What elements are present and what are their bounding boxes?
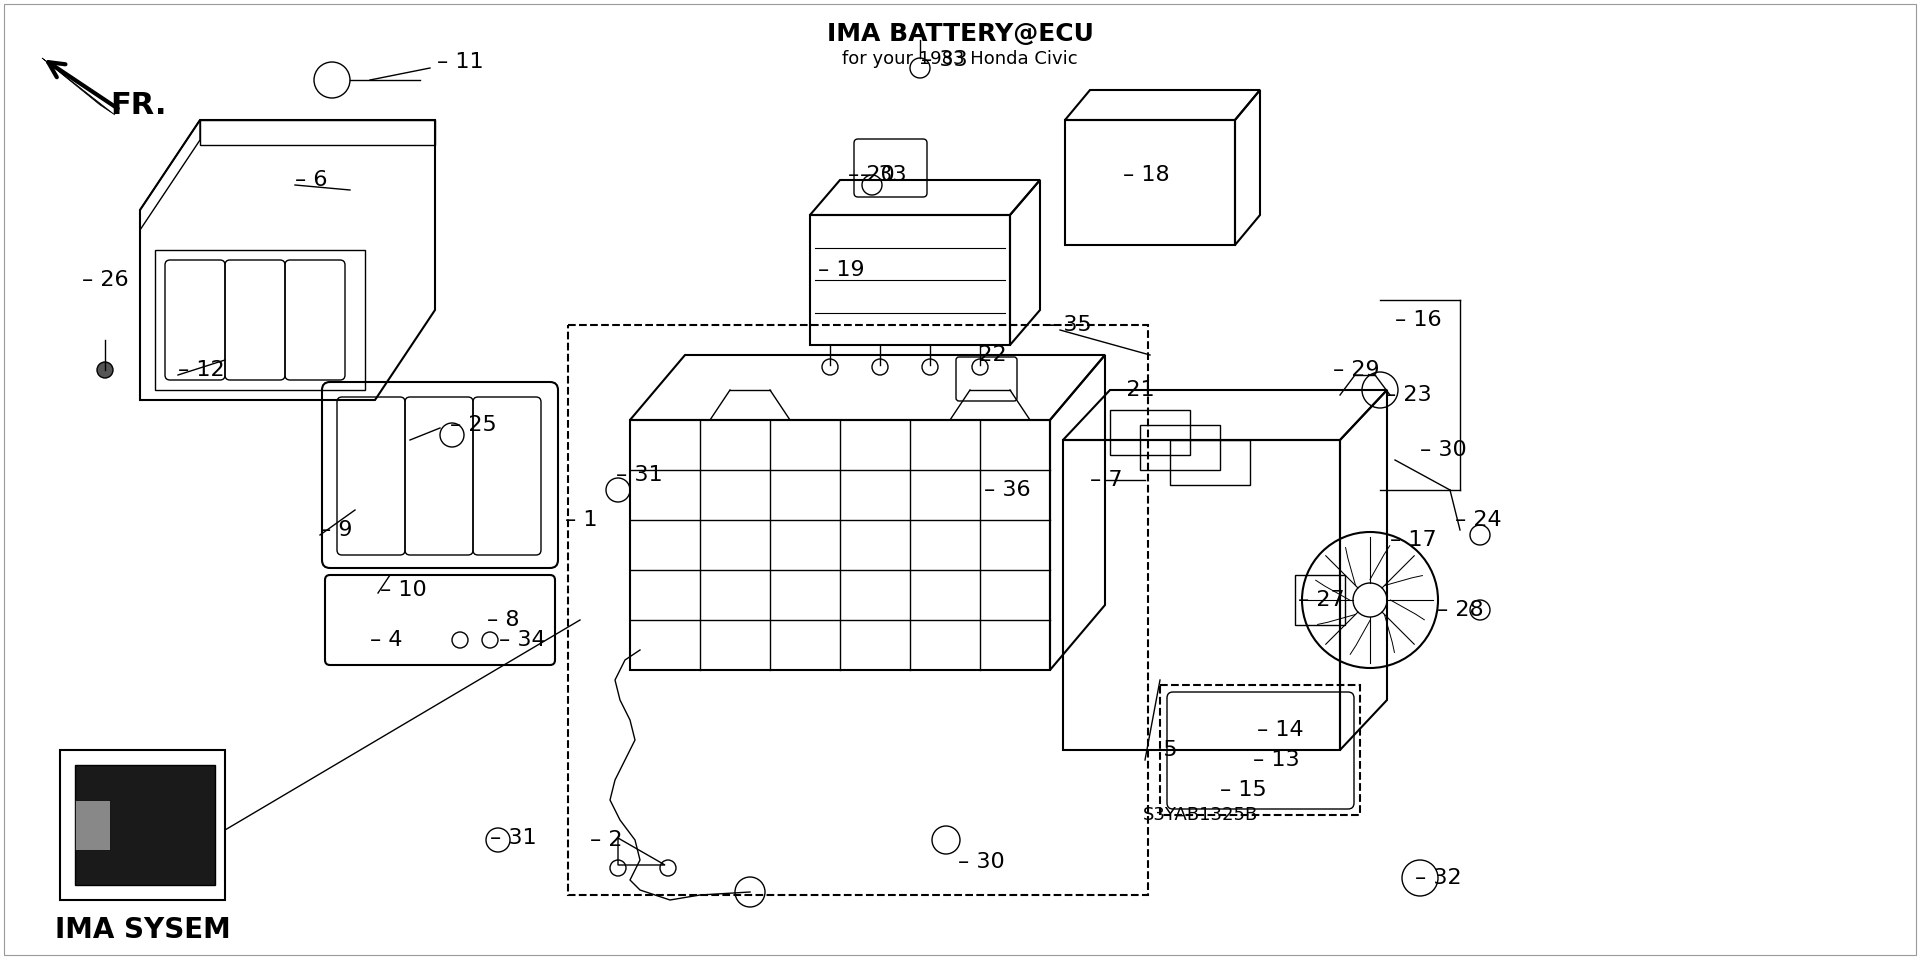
Text: – 1: – 1	[564, 510, 597, 530]
Text: – 14: – 14	[1258, 720, 1304, 740]
Text: – 5: – 5	[1144, 740, 1177, 760]
Text: – 11: – 11	[438, 52, 484, 72]
Text: – 33: – 33	[860, 165, 906, 185]
Text: – 27: – 27	[1298, 590, 1344, 610]
Text: – 20: – 20	[849, 165, 895, 185]
Text: – 23: – 23	[1384, 385, 1432, 405]
Text: – 24: – 24	[1455, 510, 1501, 530]
Text: – 10: – 10	[380, 580, 426, 600]
Text: – 28: – 28	[1436, 600, 1484, 620]
Bar	[75, 800, 109, 850]
Text: – 25: – 25	[449, 415, 497, 435]
Text: – 15: – 15	[1219, 780, 1267, 800]
Text: – 30: – 30	[958, 852, 1004, 872]
Text: – 8: – 8	[488, 610, 520, 630]
Text: – 9: – 9	[321, 520, 353, 540]
Bar	[1110, 410, 1190, 455]
Text: – 19: – 19	[818, 260, 864, 280]
Text: – 22: – 22	[960, 345, 1006, 365]
Text: IMA SYSEM: IMA SYSEM	[56, 916, 230, 944]
Text: – 16: – 16	[1396, 310, 1442, 330]
Text: – 32: – 32	[1415, 868, 1461, 888]
Bar	[60, 750, 225, 900]
Text: – 29: – 29	[1332, 360, 1380, 380]
Text: S3YAB1325B: S3YAB1325B	[1142, 806, 1258, 824]
Text: – 31: – 31	[490, 828, 536, 848]
Circle shape	[98, 362, 113, 378]
Bar	[1160, 685, 1359, 815]
Text: – 33: – 33	[922, 50, 968, 70]
Text: – 17: – 17	[1390, 530, 1436, 550]
Text: – 31: – 31	[616, 465, 662, 485]
Text: – 4: – 4	[371, 630, 403, 650]
Bar	[1140, 425, 1219, 470]
Polygon shape	[42, 58, 115, 115]
Text: – 7: – 7	[1091, 470, 1123, 490]
Text: for your 1983 Honda Civic: for your 1983 Honda Civic	[843, 50, 1077, 68]
Text: – 13: – 13	[1254, 750, 1300, 770]
Text: FR.: FR.	[109, 90, 167, 120]
Text: IMA BATTERY@ECU: IMA BATTERY@ECU	[828, 22, 1092, 46]
Text: – 34: – 34	[499, 630, 545, 650]
Text: – 36: – 36	[983, 480, 1031, 500]
Text: – 12: – 12	[179, 360, 225, 380]
Text: – 21: – 21	[1108, 380, 1154, 400]
Bar	[568, 325, 1148, 895]
Bar	[1169, 440, 1250, 485]
Text: – 2: – 2	[589, 830, 622, 850]
Text: – 35: – 35	[1044, 315, 1092, 335]
Text: – 30: – 30	[1421, 440, 1467, 460]
Bar	[1294, 575, 1346, 625]
Text: – 26: – 26	[83, 270, 129, 290]
Polygon shape	[75, 765, 215, 885]
Text: – 6: – 6	[296, 170, 328, 190]
Text: – 18: – 18	[1123, 165, 1169, 185]
